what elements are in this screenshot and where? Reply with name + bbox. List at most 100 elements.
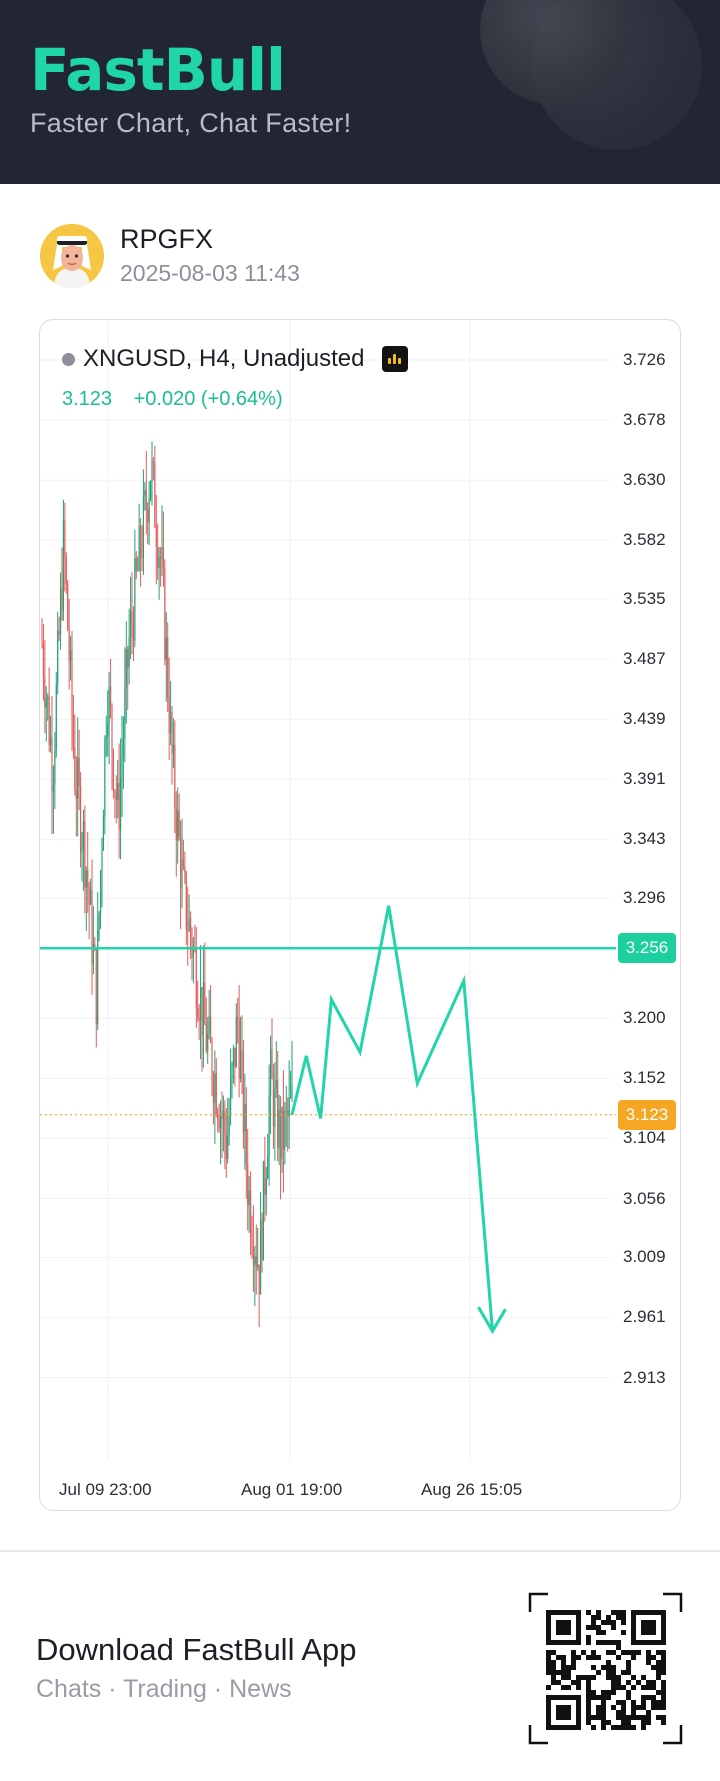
candle-body (132, 622, 135, 641)
candle-body (154, 462, 156, 527)
post-timestamp: 2025-08-03 11:43 (120, 260, 300, 286)
candle-body (148, 498, 150, 523)
forecast-arrowhead (477, 1306, 507, 1335)
candle-body (164, 568, 166, 660)
candle-body (107, 723, 109, 737)
candle-body (198, 1017, 200, 1021)
candle-body (157, 547, 159, 568)
candle-body (209, 1015, 212, 1043)
candle-body (192, 946, 195, 958)
y-tick-label: 3.056 (623, 1188, 666, 1208)
candle-body (88, 887, 90, 905)
avatar[interactable] (40, 224, 104, 288)
y-tick-label: 3.582 (623, 530, 666, 550)
candle-body (174, 744, 176, 809)
candle-body (89, 890, 92, 905)
candle-body (81, 848, 83, 852)
candle-body (59, 587, 62, 635)
candle-body (181, 859, 183, 889)
candle-body (127, 649, 129, 668)
qr-code[interactable] (528, 1592, 683, 1745)
candle-body (165, 637, 167, 660)
candle-body (58, 631, 60, 635)
candle-body (99, 872, 102, 914)
candle-body (255, 1256, 257, 1267)
candle-body (185, 872, 187, 930)
candle-body (57, 631, 59, 685)
candle-body (249, 1191, 252, 1239)
price-chart[interactable] (40, 320, 681, 1511)
candle-body (128, 637, 130, 668)
candle-body (79, 785, 82, 852)
candle-body (264, 1161, 266, 1195)
candle-body (247, 1163, 249, 1206)
quote-row: 3.123 +0.020 (+0.64%) (62, 388, 283, 411)
candle-body (201, 987, 203, 1035)
candle-body (115, 791, 117, 800)
candle-body (207, 1033, 209, 1051)
candle-body (144, 489, 146, 496)
candle-body (232, 1047, 235, 1067)
chart-card[interactable]: XNGUSD, H4, Unadjusted 3.123 +0.020 (+0.… (39, 319, 681, 1511)
candle-body (235, 1017, 237, 1067)
candle-body (214, 1073, 216, 1103)
candle-body (187, 929, 189, 931)
candle-body (152, 461, 155, 463)
candle-body (179, 836, 182, 889)
candle-body (85, 870, 87, 888)
candle-body (82, 821, 85, 849)
candle-body (141, 557, 143, 559)
audio-icon[interactable] (382, 346, 409, 372)
candle-body (61, 587, 63, 611)
candle-body (77, 757, 79, 799)
candle-body (41, 642, 43, 644)
candle-body (87, 870, 89, 888)
candle-body (172, 744, 175, 754)
candle-body (182, 859, 185, 867)
brand-logo: FastBull (30, 36, 286, 104)
candle-body (124, 687, 126, 739)
candle-body (215, 1073, 217, 1114)
candle-body (228, 1116, 230, 1136)
candle-body (118, 782, 120, 830)
candle-body (251, 1238, 253, 1249)
candle-body (278, 1109, 280, 1149)
candle-body (271, 1048, 273, 1079)
y-tick-label: 3.296 (623, 888, 666, 908)
candle-body (282, 1106, 285, 1150)
download-app-title[interactable]: Download FastBull App (36, 1632, 357, 1667)
y-tick-label: 3.343 (623, 829, 666, 849)
footer-divider (0, 1550, 720, 1552)
x-tick-label: Jul 09 23:00 (59, 1480, 152, 1499)
candle-body (208, 1015, 210, 1034)
candle-body (212, 1081, 215, 1103)
candle-body (184, 866, 186, 873)
qr-code-icon (528, 1592, 683, 1745)
candle-body (254, 1256, 256, 1265)
candle-body (277, 1080, 279, 1149)
x-tick-label: Aug 26 15:05 (421, 1480, 523, 1499)
candle-body (131, 611, 133, 623)
candle-body (74, 747, 76, 790)
candle-body (227, 1135, 229, 1159)
y-tick-label: 3.104 (623, 1128, 666, 1148)
candle-body (64, 520, 66, 559)
post-author: RPGFX 2025-08-03 11:43 (40, 222, 540, 290)
y-tick-label: 2.913 (623, 1367, 666, 1387)
candle-body (108, 686, 110, 724)
download-app-subtitle: Chats · Trading · News (36, 1675, 292, 1703)
candle-body (45, 698, 47, 708)
candle-body (54, 750, 56, 785)
author-name[interactable]: RPGFX (120, 224, 214, 254)
candle-body (109, 686, 112, 707)
candle-body (262, 1161, 265, 1260)
candle-body (275, 1080, 277, 1088)
candle-body (274, 1087, 276, 1127)
candle-body (65, 558, 67, 585)
symbol-label: XNGUSD, H4, Unadjusted (83, 345, 365, 372)
candle-body (137, 570, 139, 572)
candle-body (91, 890, 93, 965)
price-change: +0.020 (+0.64%) (133, 388, 283, 410)
candle-body (219, 1114, 222, 1129)
candle-body (225, 1135, 227, 1159)
